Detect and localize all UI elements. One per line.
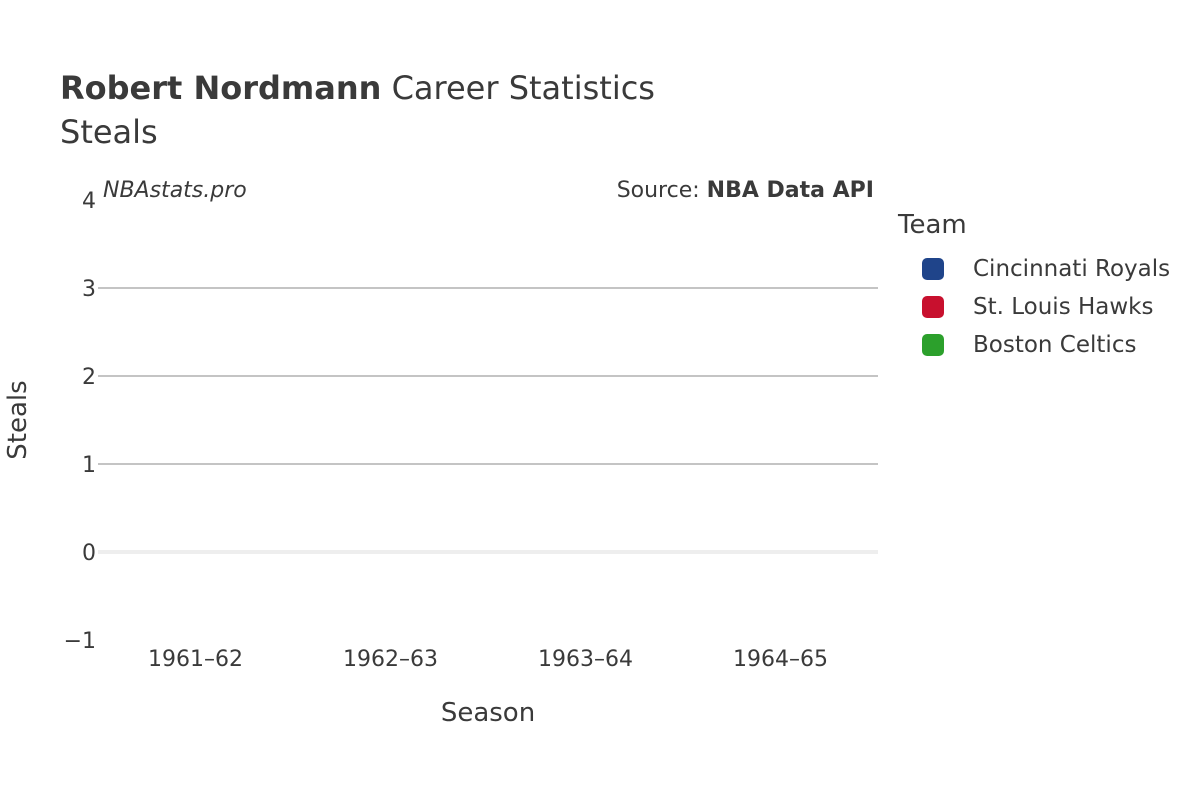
x-tick-label: 1963–64 (538, 647, 633, 672)
legend-items: Cincinnati Royals St. Louis Hawks Boston C… (898, 250, 1170, 364)
legend-label: Boston Celtics (973, 332, 1137, 358)
source-prefix: Source: (616, 178, 707, 203)
y-tick-label: 3 (82, 277, 96, 302)
chart-title-rest: Career Statistics (381, 69, 655, 107)
legend-item[interactable]: St. Louis Hawks (898, 288, 1170, 326)
legend: Team Cincinnati Royals St. Louis Hawks Bos… (898, 210, 1170, 364)
y-axis-label: Steals (3, 380, 33, 459)
grid-lines (98, 287, 878, 554)
legend-title: Team (898, 210, 967, 240)
x-tick-label: 1962–63 (343, 647, 438, 672)
legend-swatch (922, 258, 944, 280)
x-axis-label: Season (441, 698, 535, 728)
y-tick-label: 1 (82, 453, 96, 478)
y-tick-labels: −1 0 1 2 3 4 (64, 189, 96, 654)
chart-subtitle: Steals (60, 113, 158, 151)
legend-item[interactable]: Cincinnati Royals (898, 250, 1170, 288)
x-tick-label: 1961–62 (148, 647, 243, 672)
y-tick-label: 2 (82, 365, 96, 390)
chart-title-player: Robert Nordmann (60, 69, 382, 107)
x-tick-label: 1964–65 (733, 647, 828, 672)
x-tick-labels: 1961–62 1962–63 1963–64 1964–65 (148, 647, 828, 672)
source-credit: Source: NBA Data API (617, 178, 874, 203)
legend-label: St. Louis Hawks (973, 294, 1154, 320)
legend-item[interactable]: Boston Celtics (898, 326, 1170, 364)
y-tick-label: −1 (64, 629, 96, 654)
chart-title: Robert Nordmann Career Statistics (60, 68, 655, 108)
y-tick-label: 0 (82, 541, 96, 566)
legend-swatch (922, 296, 944, 318)
legend-label: Cincinnati Royals (973, 256, 1171, 282)
y-tick-label: 4 (82, 189, 96, 214)
source-name: NBA Data API (706, 178, 874, 203)
watermark: NBAstats.pro (103, 178, 247, 203)
legend-swatch (922, 334, 944, 356)
